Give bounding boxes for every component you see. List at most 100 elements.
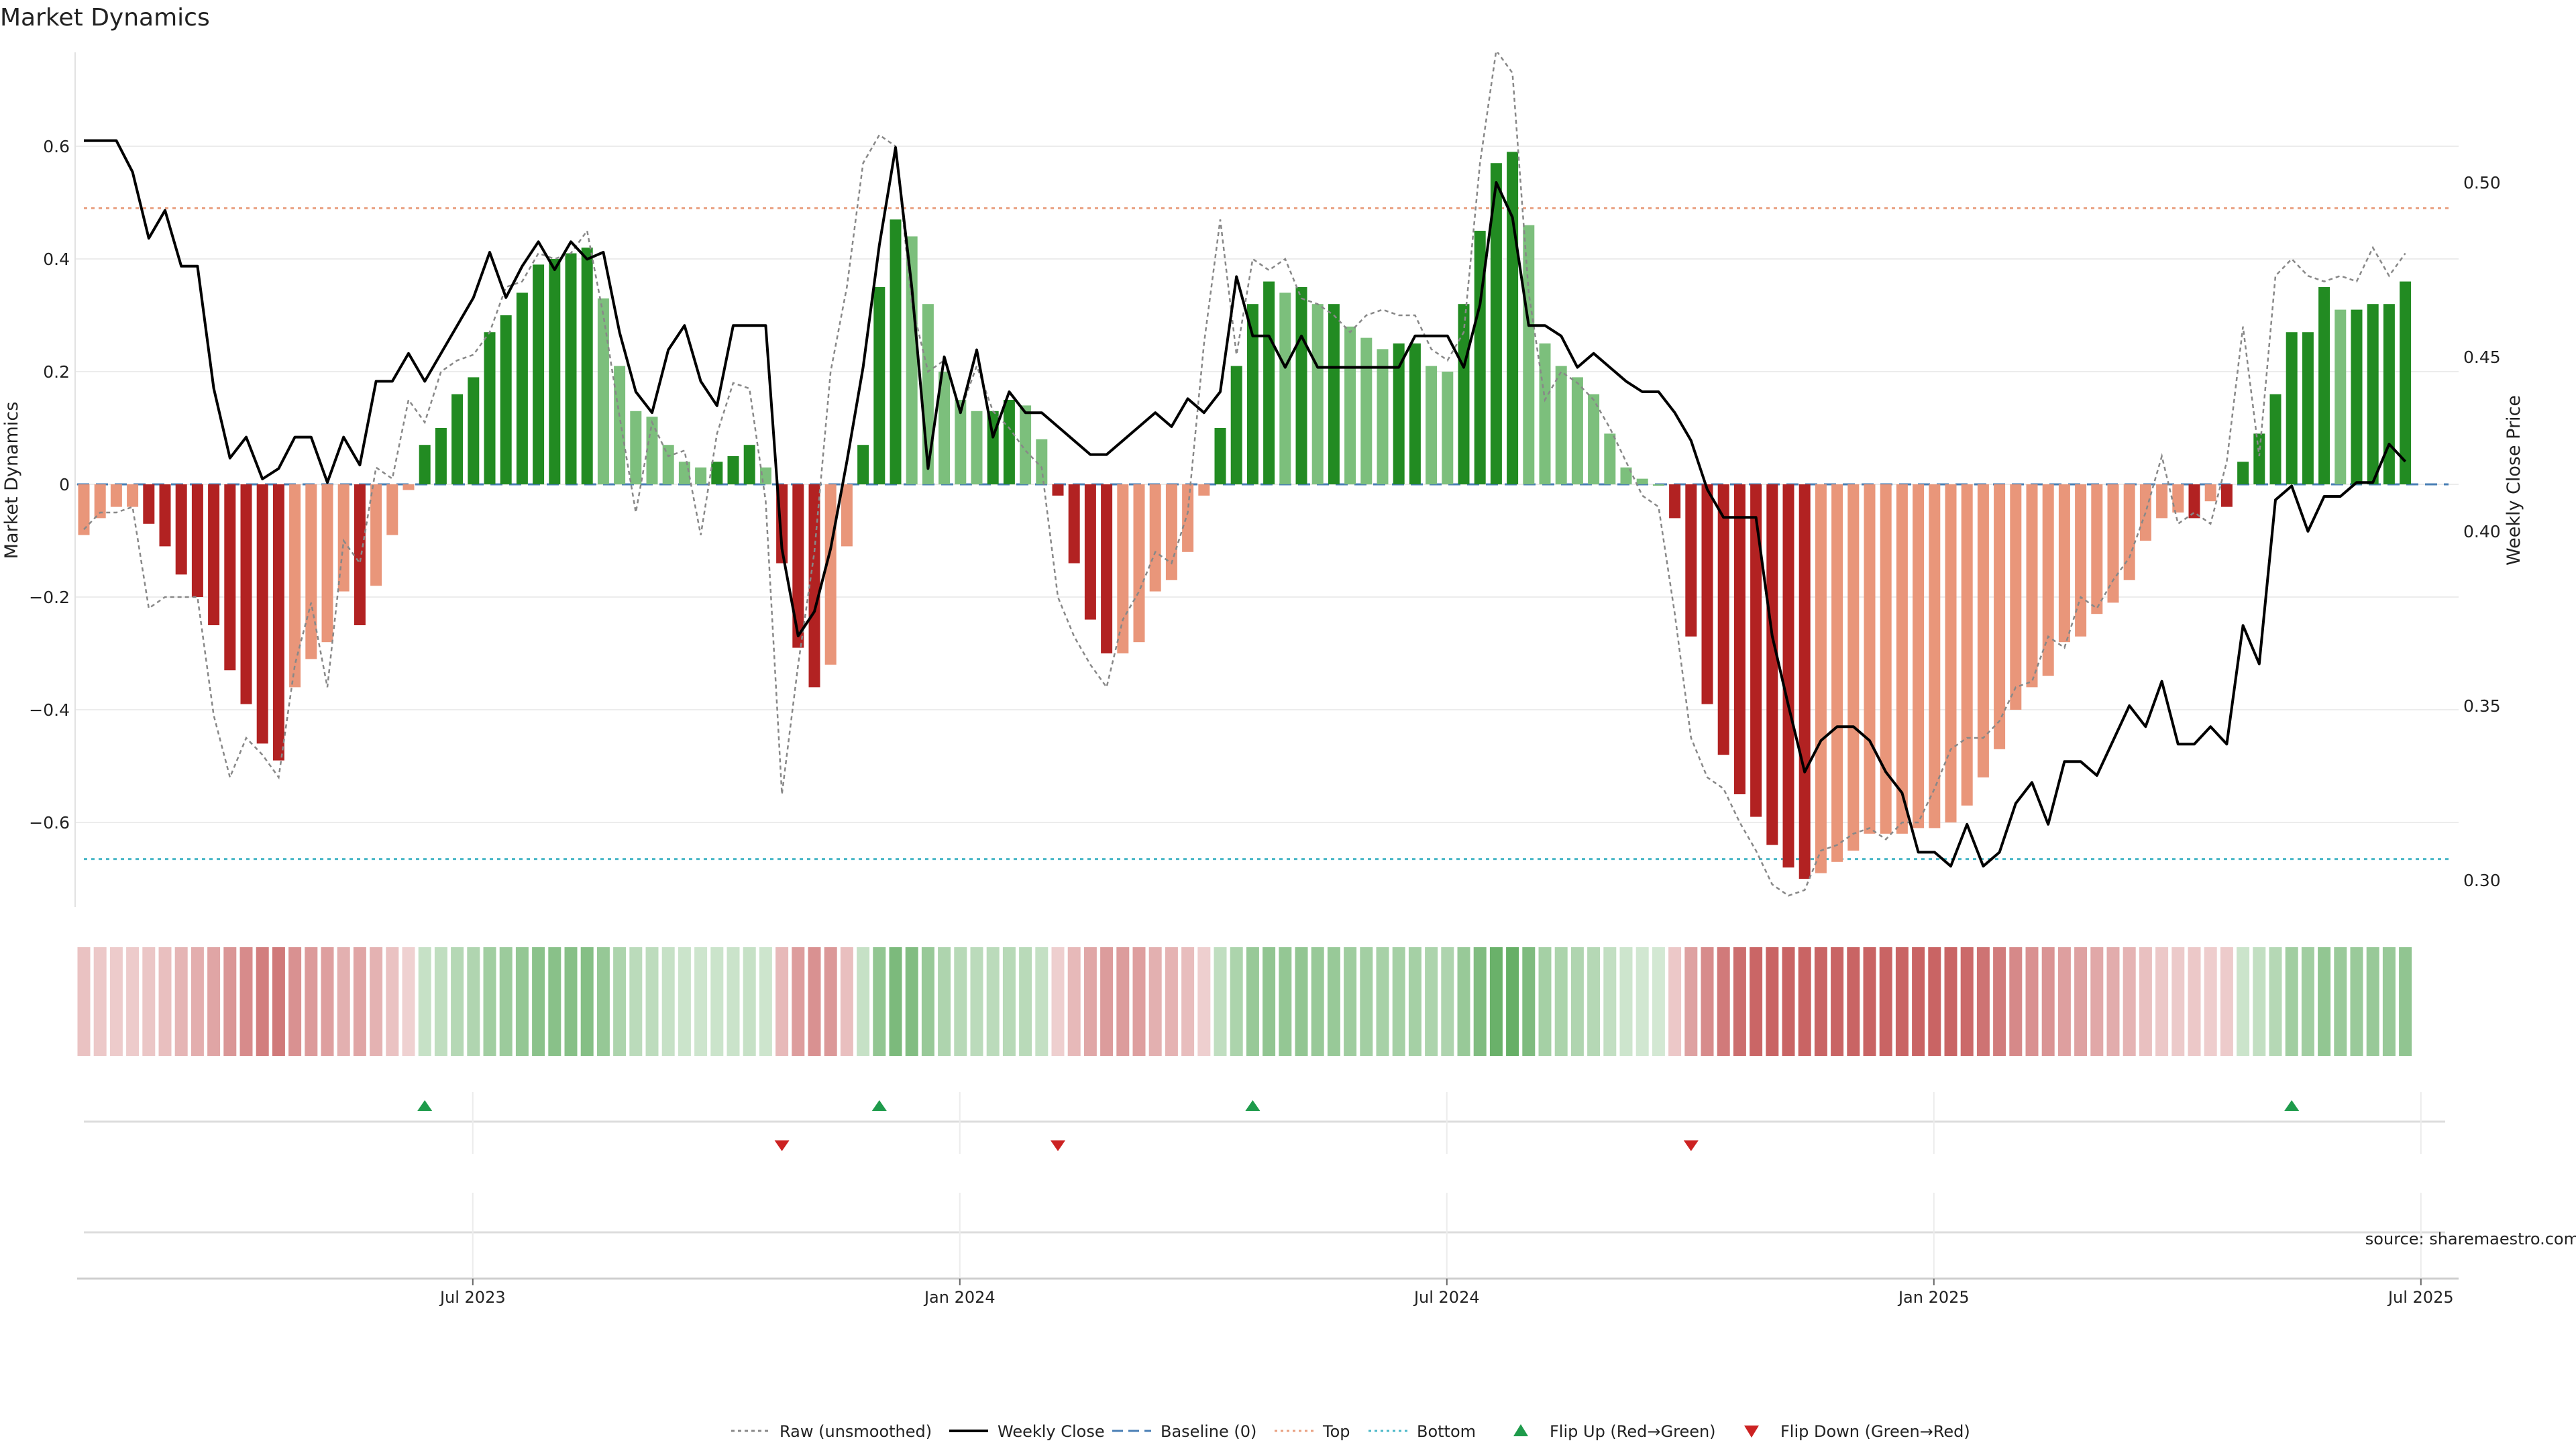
heatmap-cell: [1457, 947, 1470, 1056]
momentum-bar: [1442, 372, 1454, 484]
heatmap-cell: [2253, 947, 2266, 1056]
momentum-bar: [873, 287, 885, 484]
momentum-bar: [1913, 484, 1925, 828]
momentum-bar: [1507, 152, 1519, 484]
heatmap-cell: [1960, 947, 1974, 1056]
momentum-bar: [159, 484, 171, 547]
momentum-bar: [337, 484, 350, 592]
heatmap-cell: [1976, 947, 1990, 1056]
legend-item: Raw (unsmoothed): [731, 1422, 932, 1441]
heatmap-cell: [1408, 947, 1421, 1056]
momentum-bar: [1733, 484, 1746, 794]
momentum-bar: [94, 484, 106, 519]
momentum-bar: [451, 394, 464, 484]
momentum-bar: [1377, 349, 1389, 484]
flip-down-marker: [774, 1140, 790, 1151]
y-tick-label: 0.4: [43, 250, 70, 269]
heatmap-cell: [2155, 947, 2169, 1056]
heatmap-cell: [905, 947, 918, 1056]
momentum-bar: [1458, 304, 1470, 484]
main-panel: 0.60.40.20−0.2−0.4−0.6 0.500.450.400.350…: [1, 52, 2524, 907]
heatmap-cell: [1083, 947, 1097, 1056]
heatmap-cell: [2318, 947, 2331, 1056]
momentum-bar: [2253, 433, 2265, 484]
momentum-bar: [630, 411, 642, 484]
heatmap-cell: [402, 947, 415, 1056]
heatmap-cell: [1067, 947, 1081, 1056]
heatmap-cell: [353, 947, 366, 1056]
heatmap-cell: [1814, 947, 1827, 1056]
flip-up-marker: [417, 1100, 433, 1111]
heatmap-cell: [2285, 947, 2298, 1056]
heatmap-cell: [1944, 947, 1957, 1056]
heatmap-cell: [1717, 947, 1730, 1056]
heatmap-cell: [1879, 947, 1892, 1056]
raw-series: [83, 52, 2406, 897]
momentum-bar: [2367, 304, 2379, 484]
momentum-bar: [435, 428, 447, 484]
raw-line: [83, 52, 2406, 897]
legend-item: Baseline (0): [1112, 1422, 1256, 1441]
heatmap-cell: [1489, 947, 1503, 1056]
heatmap-cell: [743, 947, 756, 1056]
heatmap-cell: [1619, 947, 1633, 1056]
momentum-bar: [1571, 377, 1583, 484]
momentum-bar: [1474, 231, 1486, 484]
heatmap-cell: [1570, 947, 1584, 1056]
y-axis-ticks: 0.6 0.4 0.2 0 −0.2 −0.4 −0.6: [29, 137, 70, 833]
heatmap-cell: [305, 947, 318, 1056]
momentum-bar: [500, 315, 512, 484]
momentum-bar: [533, 264, 545, 484]
momentum-bar: [1555, 366, 1567, 484]
heatmap-cell: [191, 947, 204, 1056]
momentum-bar: [2334, 309, 2347, 484]
heatmap-cell: [1538, 947, 1552, 1056]
momentum-bar: [1246, 304, 1258, 484]
momentum-bar: [1685, 484, 1697, 637]
momentum-bar: [1799, 484, 1811, 879]
momentum-bar: [971, 411, 983, 484]
heatmap-cell: [2301, 947, 2314, 1056]
y-tick-label: −0.2: [29, 588, 70, 607]
momentum-bar: [1230, 366, 1242, 484]
x-tick-label: Jan 2024: [923, 1288, 996, 1307]
heatmap-cell: [2188, 947, 2201, 1056]
momentum-bar: [2042, 484, 2054, 676]
momentum-bar: [711, 462, 723, 484]
momentum-bar: [1961, 484, 1973, 806]
momentum-bar: [1068, 484, 1080, 564]
heatmap-cell: [2090, 947, 2104, 1056]
heatmap-cell: [629, 947, 643, 1056]
momentum-bar: [1929, 484, 1941, 828]
momentum-bar: [1036, 439, 1048, 484]
momentum-bar: [695, 467, 707, 484]
heatmap-cell: [77, 947, 91, 1056]
heatmap-cell: [499, 947, 513, 1056]
heatmap-cell: [1635, 947, 1649, 1056]
heatmap-cell: [2220, 947, 2233, 1056]
y2-tick-label: 0.45: [2463, 347, 2501, 367]
momentum-bar: [2172, 484, 2184, 513]
heatmap-cell: [256, 947, 269, 1056]
heatmap-cell: [2204, 947, 2217, 1056]
momentum-bar: [1328, 304, 1340, 484]
momentum-bar: [2091, 484, 2103, 614]
momentum-bar: [808, 484, 820, 688]
legend-label: Top: [1322, 1422, 1350, 1441]
heatmap-cell: [661, 947, 675, 1056]
heatmap-cell: [288, 947, 302, 1056]
legend-label: Baseline (0): [1161, 1422, 1256, 1441]
momentum-bar: [2220, 484, 2233, 507]
heatmap-cell: [645, 947, 659, 1056]
heatmap-strip: [77, 947, 2412, 1056]
y2-tick-label: 0.30: [2463, 871, 2501, 890]
heatmap-cell: [2057, 947, 2071, 1056]
momentum-bar: [1311, 304, 1324, 484]
momentum-bar: [2026, 484, 2038, 688]
heatmap-cell: [1733, 947, 1746, 1056]
momentum-bar: [1490, 163, 1502, 484]
x-tick-label: Jul 2023: [439, 1288, 506, 1307]
heatmap-cell: [1181, 947, 1195, 1056]
heatmap-cell: [1847, 947, 1860, 1056]
heatmap-cell: [1116, 947, 1130, 1056]
